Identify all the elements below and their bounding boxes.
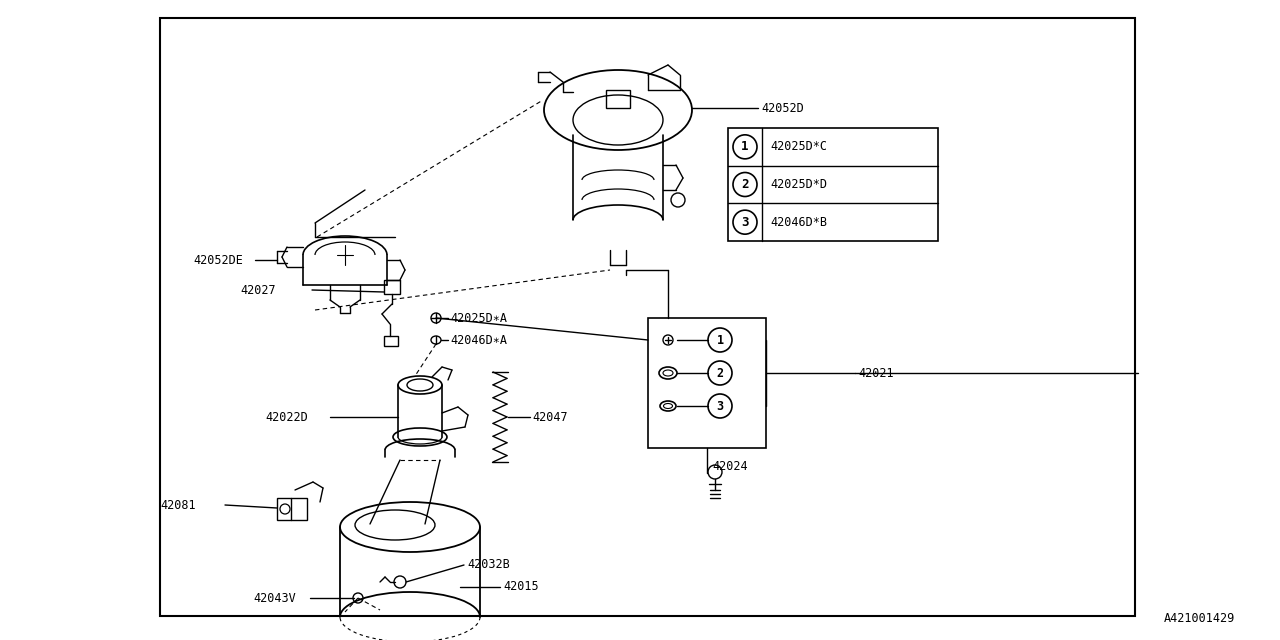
Text: 2: 2 — [741, 178, 749, 191]
Text: 42021: 42021 — [858, 367, 893, 380]
Text: 42025D∗A: 42025D∗A — [451, 312, 507, 324]
Text: 42052DE: 42052DE — [193, 253, 243, 266]
Text: 42024: 42024 — [712, 460, 748, 472]
Text: 42046D∗A: 42046D∗A — [451, 333, 507, 346]
Text: A421001429: A421001429 — [1164, 611, 1235, 625]
Text: 42081: 42081 — [160, 499, 196, 511]
Text: 42046D*B: 42046D*B — [771, 216, 827, 228]
Bar — [648, 318, 765, 448]
Text: 1: 1 — [741, 140, 749, 154]
Bar — [728, 128, 938, 241]
Text: 42025D*C: 42025D*C — [771, 140, 827, 154]
Text: 42043V: 42043V — [253, 591, 296, 605]
Text: 42052D: 42052D — [762, 102, 804, 115]
Text: 42025D*D: 42025D*D — [771, 178, 827, 191]
Bar — [160, 18, 1135, 616]
Text: 42022D: 42022D — [265, 410, 307, 424]
Text: 2: 2 — [717, 367, 723, 380]
Text: 42032B: 42032B — [467, 559, 509, 572]
Bar — [276, 498, 307, 520]
Text: 1: 1 — [717, 333, 723, 346]
Text: 3: 3 — [717, 399, 723, 413]
Bar — [384, 336, 398, 346]
Text: 42015: 42015 — [503, 580, 539, 593]
Text: 3: 3 — [741, 216, 749, 228]
Text: 42027: 42027 — [241, 284, 275, 296]
Bar — [384, 280, 401, 294]
Text: 42047: 42047 — [532, 410, 567, 424]
Bar — [605, 90, 630, 108]
